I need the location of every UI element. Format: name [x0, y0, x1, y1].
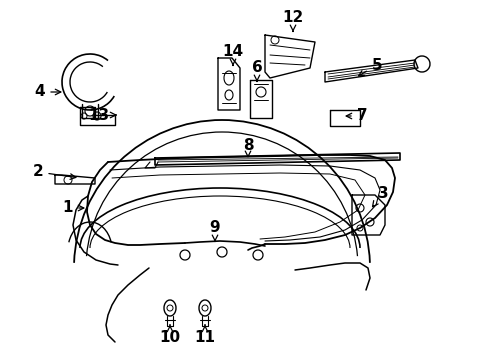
- Text: 7: 7: [346, 108, 366, 123]
- Text: 11: 11: [194, 325, 215, 346]
- Text: 9: 9: [209, 220, 220, 241]
- Text: 12: 12: [282, 10, 303, 31]
- Text: 1: 1: [62, 201, 83, 216]
- Text: 4: 4: [35, 85, 61, 99]
- Text: 3: 3: [372, 185, 387, 207]
- Text: 5: 5: [358, 58, 382, 76]
- Text: 2: 2: [33, 165, 76, 180]
- Text: 6: 6: [251, 60, 262, 81]
- Text: 14: 14: [222, 45, 243, 65]
- Text: 8: 8: [242, 138, 253, 157]
- Text: 13: 13: [88, 108, 116, 122]
- Text: 10: 10: [159, 325, 180, 346]
